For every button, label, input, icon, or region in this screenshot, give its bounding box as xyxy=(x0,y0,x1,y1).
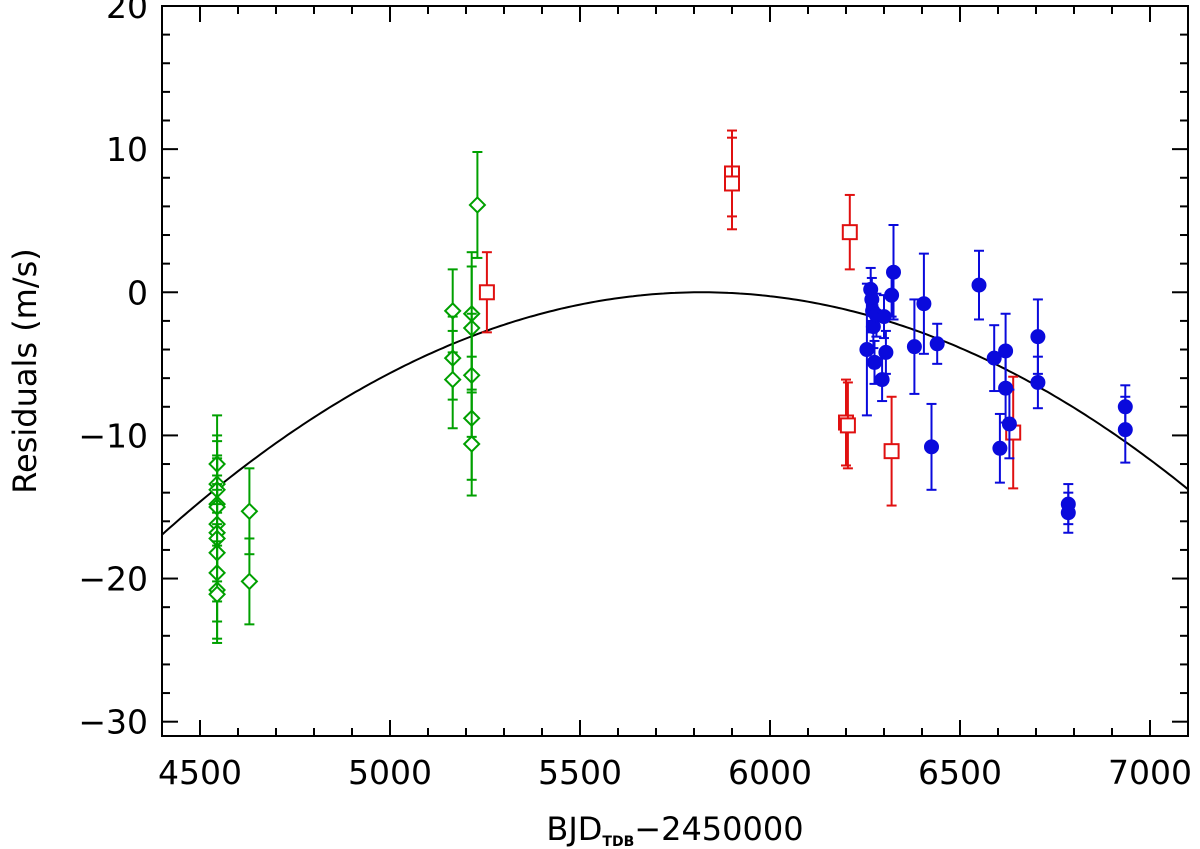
x-tick-label: 5000 xyxy=(348,753,432,792)
y-tick-label: −30 xyxy=(78,703,148,742)
data-point-circle xyxy=(971,277,987,293)
series-green-diamonds xyxy=(208,151,487,644)
data-point-circle xyxy=(859,342,875,358)
y-tick-label: 10 xyxy=(106,130,148,169)
data-point-circle xyxy=(924,439,939,455)
data-point-circle xyxy=(884,287,900,303)
data-point-square xyxy=(839,417,856,434)
y-tick-label: −10 xyxy=(78,416,148,455)
y-tick-label: 0 xyxy=(127,273,148,312)
x-axis-title-main: BJD xyxy=(546,810,602,848)
y-tick-label: −20 xyxy=(78,560,148,599)
data-point-square xyxy=(724,175,740,192)
x-axis-title-subscript: TDB xyxy=(602,834,634,849)
data-point-diamond xyxy=(208,585,227,604)
data-point-square xyxy=(478,284,495,301)
data-point-circle xyxy=(1030,329,1046,345)
x-tick-label: 6500 xyxy=(918,753,1002,792)
x-axis-title: BJDTDB−2450000 xyxy=(546,810,803,849)
x-axis-title-suffix: −2450000 xyxy=(634,810,803,848)
series-blue-circles xyxy=(859,224,1133,534)
data-point-diamond xyxy=(240,502,259,521)
data-point-diamond xyxy=(240,572,259,591)
data-point-circle xyxy=(986,350,1002,366)
data-point-circle xyxy=(998,380,1014,396)
series-red-squares xyxy=(478,129,1022,507)
data-point-diamond xyxy=(443,370,462,389)
data-point-square xyxy=(883,443,900,460)
data-points-layer xyxy=(208,129,1133,644)
data-point-circle xyxy=(1060,505,1076,521)
data-point-circle xyxy=(878,344,894,360)
data-point-circle xyxy=(874,372,890,388)
x-tick-label: 4500 xyxy=(158,753,242,792)
data-point-circle xyxy=(1001,416,1017,432)
x-tick-label: 5500 xyxy=(538,753,622,792)
data-point-diamond xyxy=(462,435,481,453)
data-point-square xyxy=(841,224,858,241)
model-curve xyxy=(161,291,1189,536)
data-point-circle xyxy=(929,336,945,352)
data-point-diamond xyxy=(468,196,487,214)
y-tick-label: 20 xyxy=(106,0,148,26)
data-point-circle xyxy=(992,440,1008,456)
data-point-circle xyxy=(1030,374,1046,390)
axis-ticks: 4500 5000 5500 6000 6500 7000 −30 −20 −10 0 10 20 xyxy=(78,0,1192,792)
model-curve-layer xyxy=(161,291,1189,536)
data-point-circle xyxy=(1117,422,1133,438)
y-axis-title: Residuals (m/s) xyxy=(6,248,44,494)
x-tick-label: 6000 xyxy=(728,753,812,792)
data-point-circle xyxy=(916,296,932,312)
x-tick-label: 7000 xyxy=(1108,753,1192,792)
data-point-circle xyxy=(886,264,901,280)
plot-frame xyxy=(161,5,1189,737)
data-point-circle xyxy=(906,339,922,355)
